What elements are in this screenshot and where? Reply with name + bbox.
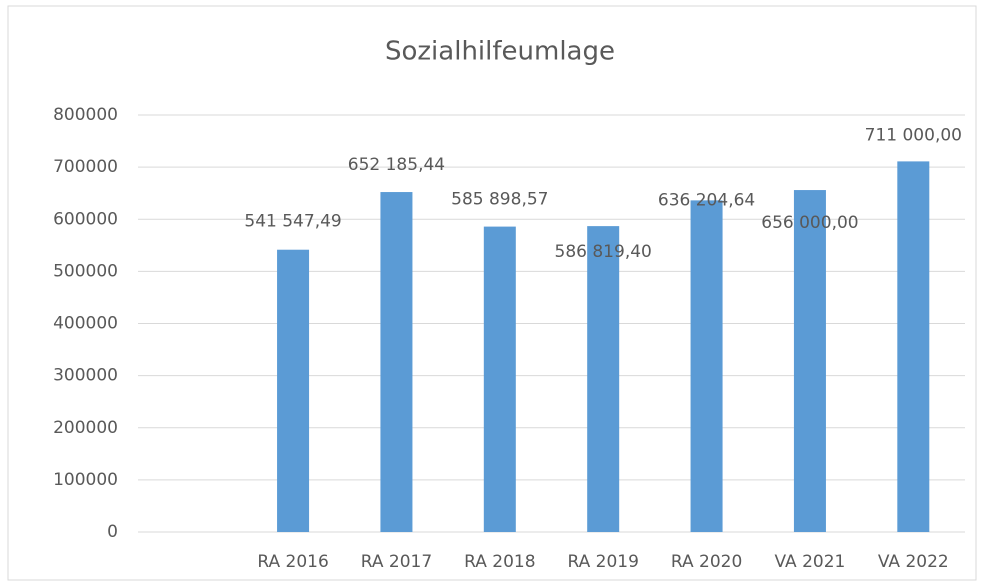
x-tick-label: VA 2022 (878, 552, 949, 572)
y-tick-label: 100000 (53, 470, 118, 490)
bar (690, 200, 723, 532)
data-label: 585 898,57 (451, 190, 548, 210)
y-tick-label: 800000 (53, 105, 118, 125)
chart-title: Sozialhilfeumlage (385, 37, 615, 67)
bar (483, 226, 516, 532)
bar (277, 249, 310, 532)
y-tick-label: 400000 (53, 314, 118, 334)
y-tick-label: 600000 (53, 209, 118, 229)
bar (793, 190, 826, 532)
bar (897, 161, 930, 533)
data-label: 711 000,00 (865, 125, 962, 145)
y-tick-label: 0 (107, 522, 118, 542)
y-tick-label: 200000 (53, 418, 118, 438)
data-label: 636 204,64 (658, 190, 755, 210)
x-tick-label: RA 2019 (567, 552, 638, 572)
y-tick-label: 500000 (53, 261, 118, 281)
data-label: 586 819,40 (555, 242, 652, 262)
data-label: 541 547,49 (244, 212, 341, 232)
bar (380, 192, 413, 532)
x-tick-label: RA 2017 (361, 552, 432, 572)
data-label: 652 185,44 (348, 155, 445, 175)
x-tick-label: RA 2018 (464, 552, 535, 572)
x-tick-label: RA 2020 (671, 552, 742, 572)
data-label: 656 000,00 (761, 213, 858, 233)
x-tick-label: RA 2016 (257, 552, 328, 572)
y-tick-label: 300000 (53, 366, 118, 386)
bar (587, 226, 620, 532)
x-tick-label: VA 2021 (775, 552, 846, 572)
y-tick-label: 700000 (53, 157, 118, 177)
